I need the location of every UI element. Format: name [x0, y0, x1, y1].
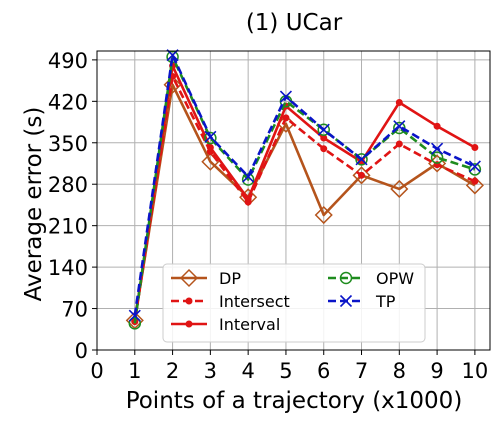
data-point-tp	[355, 153, 368, 166]
y-tick-label: 210	[48, 215, 88, 239]
series-line-intersect	[133, 75, 476, 322]
legend: DP Intersect Interval OPW TP	[162, 263, 426, 343]
data-point-dp	[390, 179, 409, 199]
legend-label: OPW	[376, 269, 414, 288]
x-tick-label: 9	[430, 359, 443, 383]
axis-ticks: 0 1 2 3 4 5 6 7 8 9 10 0 70 140 210 280 350 420 490	[48, 49, 488, 383]
y-axis-title: Average error (s)	[21, 107, 47, 302]
legend-label: Intersect	[219, 292, 290, 311]
data-point-opw	[317, 123, 330, 136]
x-tick-label: 3	[204, 359, 217, 383]
data-point-intersect	[395, 140, 403, 148]
legend-marker	[339, 271, 353, 285]
series-tp	[128, 49, 481, 322]
legend-item-dp: DP	[171, 268, 241, 288]
legend-label: DP	[219, 269, 241, 288]
x-tick-label: 10	[462, 359, 489, 383]
legend-marker	[185, 297, 193, 305]
legend-marker	[185, 320, 193, 328]
x-tick-label: 7	[355, 359, 368, 383]
data-point-opw	[128, 317, 142, 330]
x-tick-label: 6	[317, 359, 330, 383]
legend-marker	[339, 294, 353, 308]
data-point-interval	[206, 144, 214, 152]
data-point-opw	[468, 163, 482, 176]
y-tick-label: 490	[48, 49, 88, 73]
data-point-tp	[468, 160, 481, 173]
plot-frame	[96, 50, 491, 351]
data-point-dp	[314, 205, 333, 225]
data-point-interval	[433, 122, 441, 130]
data-point-tp	[204, 130, 217, 143]
series-line-tp	[133, 53, 476, 316]
chart-title: (1) UCar	[246, 10, 343, 36]
data-point-interval	[471, 144, 479, 152]
data-point-opw	[355, 153, 368, 166]
legend-label: TP	[375, 292, 396, 311]
legend-label: Interval	[219, 315, 280, 334]
x-tick-label: 1	[128, 359, 141, 383]
data-point-interval	[395, 99, 403, 107]
x-tick-label: 2	[166, 359, 179, 383]
data-point-dp	[465, 176, 484, 195]
x-tick-label: 0	[90, 359, 103, 383]
y-tick-label: 420	[48, 90, 88, 114]
y-tick-label: 0	[75, 339, 88, 363]
data-point-tp	[279, 90, 293, 103]
legend-item-opw: OPW	[328, 269, 414, 288]
y-tick-label: 70	[61, 298, 88, 322]
x-tick-label: 8	[393, 359, 406, 383]
data-point-tp	[317, 123, 330, 136]
y-tick-label: 350	[48, 132, 88, 156]
y-tick-label: 280	[48, 173, 88, 197]
data-point-tp	[431, 142, 444, 155]
data-point-intersect	[471, 177, 479, 185]
legend-marker	[179, 268, 199, 288]
series-line-interval	[133, 64, 476, 322]
x-tick-label: 5	[279, 359, 292, 383]
data-point-opw	[430, 151, 444, 164]
data-point-tp	[242, 170, 255, 183]
legend-item-intersect: Intersect	[171, 292, 290, 311]
legend-item-tp: TP	[328, 292, 396, 311]
data-point-tp	[393, 120, 406, 133]
data-point-intersect	[282, 114, 290, 122]
data-point-interval	[244, 195, 252, 203]
legend-item-interval: Interval	[171, 315, 280, 334]
data-point-intersect	[358, 171, 366, 179]
data-point-dp	[163, 75, 182, 94]
series-layer	[125, 49, 484, 330]
y-tick-label: 140	[48, 256, 88, 280]
series-line-opw	[133, 55, 476, 324]
series-line-dp	[133, 83, 476, 321]
data-point-opw	[204, 131, 217, 145]
x-tick-label: 4	[241, 359, 254, 383]
data-point-intersect	[320, 145, 328, 153]
data-point-tp	[128, 309, 141, 322]
legend-box	[162, 263, 426, 343]
x-axis-title: Points of a trajectory (x1000)	[126, 388, 463, 414]
